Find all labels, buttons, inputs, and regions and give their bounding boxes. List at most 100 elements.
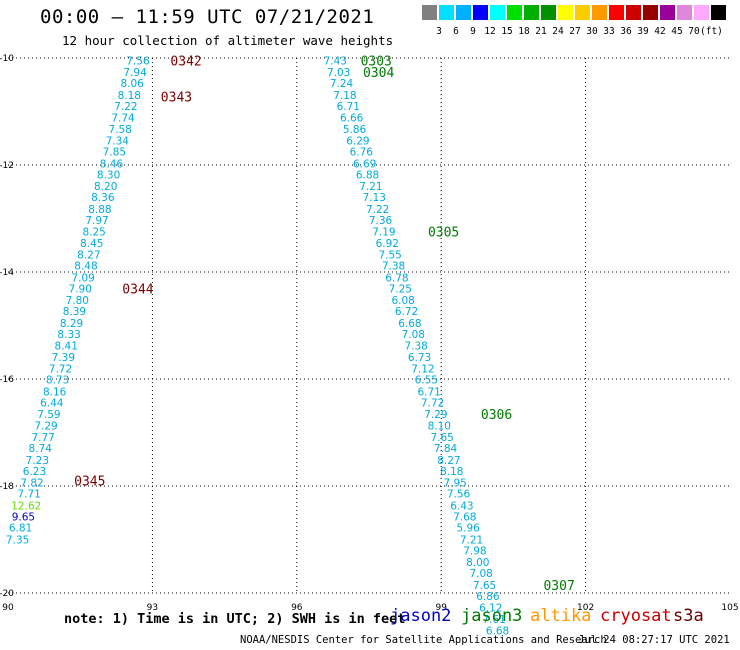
grid-layer — [8, 57, 730, 594]
page-subtitle: 12 hour collection of altimeter wave hei… — [62, 33, 394, 48]
wave-height-label: 8.48 — [74, 261, 97, 273]
wave-height-label: 8.33 — [57, 329, 80, 341]
color-scale-swatch — [473, 5, 488, 20]
wave-height-label: 6.68 — [398, 318, 421, 330]
x-tick-label: 90 — [2, 603, 14, 613]
color-scale-label: 45 — [671, 26, 683, 37]
y-tick-label: -12 — [0, 161, 14, 171]
wave-height-label: 7.08 — [469, 568, 492, 580]
wave-height-label: 7.71 — [17, 488, 40, 500]
wave-height-label: 7.39 — [52, 352, 75, 364]
pass-time-label: 0305 — [428, 225, 459, 240]
wave-height-label: 7.35 — [6, 535, 29, 547]
x-tick-label: 99 — [435, 603, 447, 613]
wave-height-label: 6.71 — [337, 101, 360, 113]
color-scale-label: 18 — [518, 26, 530, 37]
color-scale-label: 42 — [654, 26, 666, 37]
color-scale-label: 6 — [453, 26, 459, 37]
wave-height-label: 6.23 — [23, 466, 46, 478]
wave-height-label: 8.16 — [43, 386, 67, 398]
wave-height-label: 7.58 — [108, 124, 131, 136]
wave-height-label: 7.38 — [404, 340, 427, 352]
color-scale-label: 39 — [637, 26, 649, 37]
wave-height-label: 8.06 — [120, 78, 144, 90]
wave-height-label: 8.74 — [29, 443, 53, 455]
wave-height-label: 6.29 — [346, 135, 369, 147]
wave-height-label: 7.80 — [66, 295, 89, 307]
pass-time-label: 0306 — [481, 408, 512, 423]
y-tick-label: -16 — [0, 375, 14, 385]
wave-height-label: 6.72 — [395, 306, 418, 318]
wave-height-label: 8.36 — [91, 192, 115, 204]
pass-time-label: 0304 — [363, 66, 394, 81]
color-scale-swatch — [524, 5, 539, 20]
wave-height-label: 8.29 — [60, 318, 83, 330]
wave-height-label: 7.56 — [126, 56, 150, 68]
wave-height-label: 8.25 — [82, 226, 105, 238]
color-scale-swatch — [490, 5, 505, 20]
wave-height-label: 7.95 — [443, 477, 466, 489]
wave-height-label: 7.25 — [389, 284, 412, 296]
wave-height-label: 7.43 — [324, 56, 347, 68]
legend-altika: altika — [530, 606, 592, 626]
wave-height-label: 7.68 — [453, 511, 476, 523]
wave-height-label: 7.08 — [402, 329, 425, 341]
wave-height-label: 8.18 — [118, 90, 141, 102]
wave-height-label: 8.27 — [437, 455, 460, 467]
y-tick-label: -20 — [0, 589, 14, 599]
color-scale-swatch — [626, 5, 641, 20]
y-tick-label: -18 — [0, 482, 14, 492]
legend-cryosat: cryosat — [600, 606, 672, 626]
pass-time-label: 0344 — [122, 283, 153, 298]
wave-height-label: 7.34 — [106, 135, 130, 147]
wave-height-label: 6.08 — [391, 295, 414, 307]
wave-height-label: 7.85 — [103, 147, 126, 159]
pass-time-label: 0343 — [161, 91, 192, 106]
color-scale-label: 70 — [688, 26, 700, 37]
color-scale-swatch — [507, 5, 522, 20]
credit-line: NOAA/NESDIS Center for Satellite Applica… — [240, 634, 607, 646]
color-scale-label: (ft) — [700, 26, 723, 37]
color-scale-swatch — [422, 5, 437, 20]
wave-height-label: 7.09 — [71, 272, 94, 284]
wave-height-label: 7.61 — [482, 614, 505, 626]
wave-height-label: 7.77 — [31, 432, 54, 444]
color-scale-label: 3 — [436, 26, 442, 37]
color-scale-label: 15 — [501, 26, 513, 37]
x-tick-label: 102 — [577, 603, 594, 613]
wave-height-label: 7.19 — [372, 226, 395, 238]
wave-height-label: 8.27 — [77, 249, 100, 261]
color-scale-swatch — [609, 5, 624, 20]
wave-height-label: 7.97 — [85, 215, 108, 227]
wave-height-label: 7.65 — [430, 432, 453, 444]
wave-height-label: 7.29 — [424, 409, 447, 421]
wave-height-label: 8.00 — [466, 557, 489, 569]
wave-height-label: 7.94 — [123, 67, 147, 79]
page-title: 00:00 – 11:59 UTC 07/21/2021 — [40, 6, 375, 28]
color-scale-swatch — [694, 5, 709, 20]
wave-height-label: 6.76 — [350, 147, 374, 159]
legend-jason2: jason2 — [390, 606, 452, 626]
wave-height-label: 7.84 — [434, 443, 458, 455]
color-scale-swatch — [711, 5, 726, 20]
wave-height-label: 6.68 — [486, 625, 509, 637]
wave-height-label: 7.36 — [369, 215, 393, 227]
wave-height-label: 8.20 — [94, 181, 117, 193]
wave-height-label: 6.43 — [450, 500, 473, 512]
wave-height-label: 6.88 — [356, 170, 379, 182]
wave-height-label: 7.21 — [359, 181, 382, 193]
wave-height-label: 7.74 — [111, 112, 135, 124]
wave-height-label: 9.65 — [12, 511, 35, 523]
wave-height-label: 7.18 — [333, 90, 356, 102]
wave-height-label: 8.46 — [100, 158, 124, 170]
wave-height-label: 8.73 — [46, 375, 69, 387]
wave-height-label: 7.23 — [26, 455, 49, 467]
wave-height-label: 6.44 — [40, 398, 64, 410]
wave-height-label: 6.69 — [353, 158, 376, 170]
wave-height-label: 7.90 — [69, 284, 92, 296]
pass-time-label: 0303 — [361, 55, 392, 70]
wave-height-label: 6.86 — [476, 591, 500, 603]
wave-height-label: 7.13 — [363, 192, 386, 204]
color-scale-swatch — [439, 5, 454, 20]
